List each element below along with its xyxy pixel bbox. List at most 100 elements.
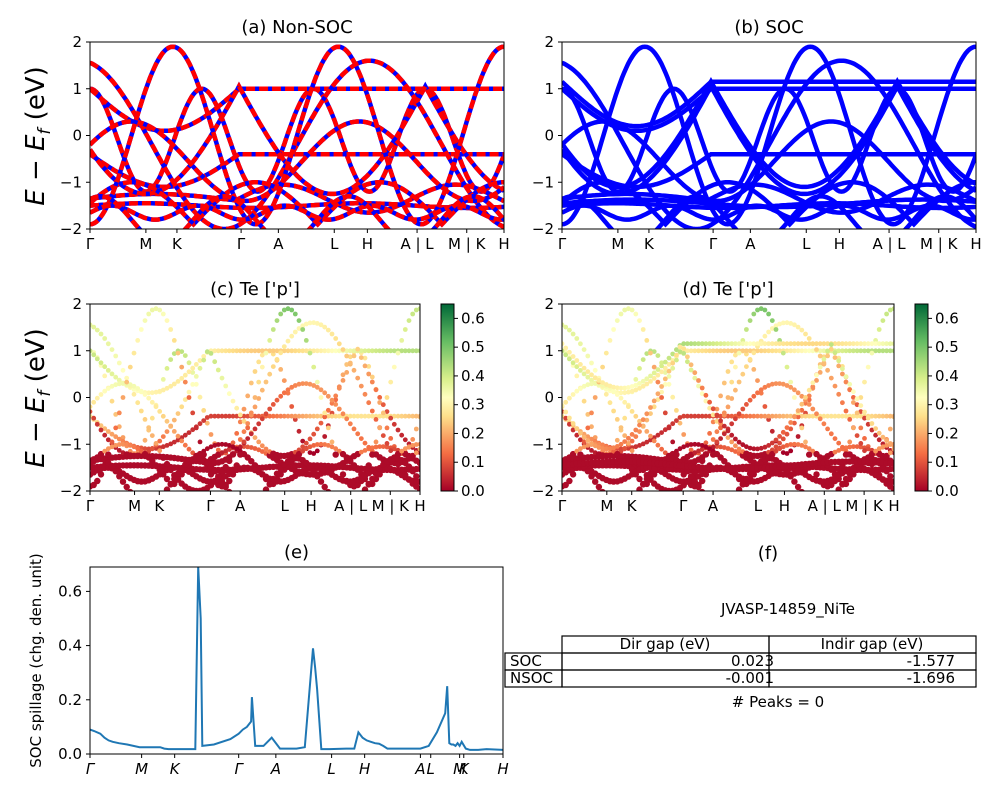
table-row-soc-label: SOC [510, 652, 542, 670]
band-point [570, 331, 576, 337]
band-point [699, 443, 705, 448]
band-point [780, 429, 786, 435]
band-point [729, 447, 735, 453]
band-point [710, 437, 716, 442]
band-point [832, 436, 838, 441]
band-point [292, 329, 298, 335]
band-point [603, 382, 609, 387]
band-point [405, 463, 413, 470]
band-point [751, 446, 757, 452]
band-point [578, 368, 583, 373]
band-point [237, 444, 243, 450]
band-point [862, 436, 867, 441]
band-point [190, 427, 196, 433]
band-point [891, 341, 894, 347]
band-point [862, 448, 867, 454]
band-point [736, 350, 742, 356]
band-line-blue [90, 44, 504, 227]
x-tick-label: H [498, 235, 509, 253]
band-point [105, 446, 111, 452]
band-point [884, 443, 889, 448]
y-tick-label: 2 [72, 33, 82, 51]
band-point [373, 444, 379, 450]
band-point [366, 348, 372, 354]
band-point [873, 348, 878, 354]
band-point [777, 338, 782, 343]
band-point [578, 341, 583, 347]
band-point [197, 365, 203, 371]
band-point [252, 435, 258, 440]
band-point [300, 381, 306, 386]
band-point [344, 370, 350, 375]
band-point [614, 502, 620, 508]
band-point [876, 348, 882, 354]
band-point [643, 475, 650, 483]
band-point [109, 398, 115, 404]
band-point [94, 327, 100, 333]
band-points [562, 306, 894, 508]
band-line-red [90, 58, 504, 229]
band-point [854, 410, 860, 416]
band-point [168, 383, 174, 389]
band-point [681, 341, 687, 347]
band-point [171, 338, 177, 343]
band-point [578, 437, 583, 443]
band-point [256, 348, 262, 354]
band-point [596, 378, 602, 383]
band-point [880, 348, 886, 354]
band-point [611, 327, 616, 332]
band-point [325, 443, 331, 448]
band-point [692, 441, 698, 447]
band-point [417, 446, 420, 452]
band-point [832, 383, 838, 389]
band-point [644, 411, 650, 417]
band-point [758, 390, 764, 396]
band-point [599, 488, 606, 491]
band-point [795, 348, 801, 354]
band-point [618, 425, 624, 430]
band-point [887, 426, 893, 432]
band-point [699, 413, 705, 419]
band-point [142, 318, 148, 323]
band-point [266, 481, 273, 488]
x-tick-label: H [362, 235, 373, 253]
band-point [714, 439, 720, 445]
band-point [817, 348, 823, 354]
band-point [98, 360, 104, 366]
band-point [581, 444, 587, 450]
band-point [208, 444, 214, 450]
band-point [377, 348, 383, 354]
x-tick-label: M | K [372, 497, 411, 515]
band-point [259, 416, 265, 422]
ylabel-middle: E − Ef (eV) [21, 328, 55, 468]
band-point [388, 448, 394, 454]
band-point [149, 458, 156, 465]
band-point [662, 376, 668, 382]
band-point [644, 417, 650, 423]
band-point [769, 326, 775, 331]
band-point [131, 350, 137, 356]
x-tick-label: K [459, 760, 470, 778]
band-point [351, 348, 357, 354]
band-point [721, 410, 727, 416]
band-point [256, 496, 262, 502]
band-point [806, 341, 812, 347]
band-point [840, 366, 845, 372]
band-point [799, 443, 805, 448]
band-point [766, 383, 771, 388]
band-point [762, 384, 768, 390]
panel-title: (a) Non-SOC [241, 17, 352, 38]
band-point [795, 408, 801, 414]
y-tick-label: 0.6 [58, 582, 82, 600]
band-point [222, 483, 229, 491]
band-point [322, 324, 328, 330]
band-point [662, 382, 668, 387]
band-point [662, 427, 668, 433]
band-point [388, 415, 394, 421]
band-point [851, 341, 856, 347]
band-point [567, 327, 572, 333]
band-point [120, 441, 126, 447]
y-tick-label: 0.0 [58, 745, 82, 763]
band-point [372, 470, 380, 477]
band-point [677, 415, 683, 420]
